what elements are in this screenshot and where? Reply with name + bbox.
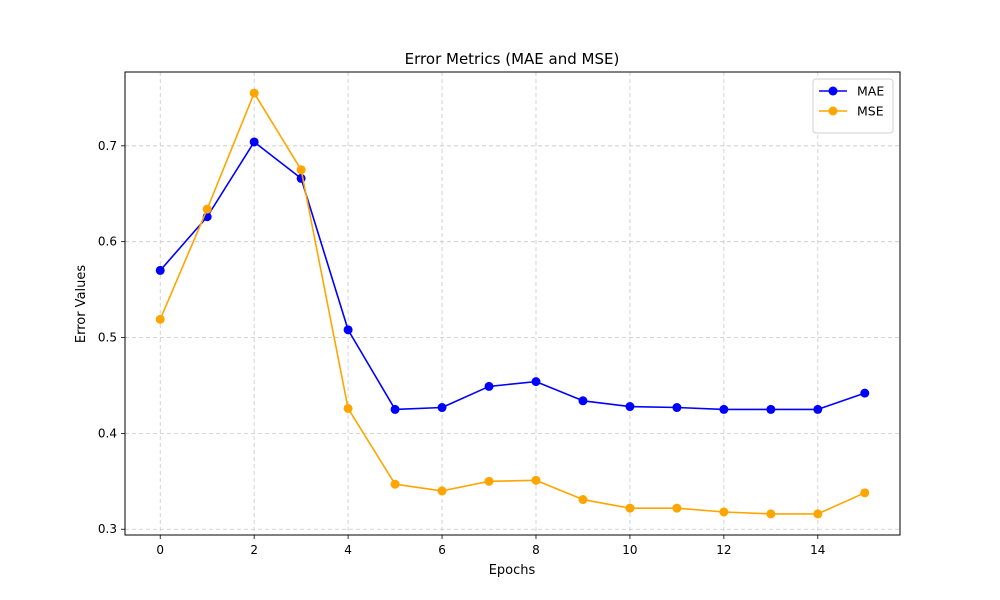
x-tick-label: 0 bbox=[156, 543, 164, 557]
mae-point bbox=[766, 404, 776, 414]
y-tick-label: 0.7 bbox=[98, 139, 117, 153]
x-tick-label: 12 bbox=[716, 543, 731, 557]
mae-point bbox=[390, 404, 400, 414]
x-tick-label: 14 bbox=[810, 543, 825, 557]
mse-point bbox=[813, 509, 823, 519]
y-tick-label: 0.3 bbox=[98, 522, 117, 536]
mae-series bbox=[155, 137, 870, 414]
mae-point bbox=[437, 403, 447, 413]
mae-point bbox=[249, 137, 259, 147]
mae-point bbox=[343, 325, 353, 335]
mse-series bbox=[155, 88, 870, 519]
mae-point bbox=[672, 403, 682, 413]
mse-point bbox=[155, 314, 165, 324]
y-tick-label: 0.6 bbox=[98, 235, 117, 249]
mae-point bbox=[719, 404, 729, 414]
mae-point bbox=[625, 402, 635, 412]
mae-point bbox=[578, 396, 588, 406]
mse-point bbox=[672, 503, 682, 513]
mse-point bbox=[625, 503, 635, 513]
mae-line bbox=[159, 141, 866, 411]
axis-ticks: 0 2 4 6 8 10 12 14 0.3 0.4 0.5 0.6 0.7 bbox=[98, 139, 826, 557]
mse-line bbox=[159, 92, 866, 515]
mse-point bbox=[484, 476, 494, 486]
legend-mae-label: MAE bbox=[857, 84, 884, 99]
y-tick-label: 0.4 bbox=[98, 426, 117, 440]
chart-title: Error Metrics (MAE and MSE) bbox=[405, 50, 620, 68]
mse-point bbox=[296, 165, 306, 175]
mse-point bbox=[202, 204, 212, 214]
mse-point bbox=[437, 486, 447, 496]
mae-point bbox=[155, 265, 165, 275]
mse-point bbox=[531, 475, 541, 485]
x-tick-label: 4 bbox=[344, 543, 352, 557]
mse-point bbox=[343, 403, 353, 413]
mae-point bbox=[296, 173, 306, 183]
legend-mse-marker bbox=[828, 106, 838, 116]
mae-point bbox=[860, 388, 870, 398]
mse-point bbox=[719, 507, 729, 517]
mae-point bbox=[484, 381, 494, 391]
legend-mse-label: MSE bbox=[857, 104, 884, 119]
x-tick-label: 10 bbox=[622, 543, 637, 557]
mse-point bbox=[860, 488, 870, 498]
x-axis-label: Epochs bbox=[489, 563, 536, 578]
x-tick-label: 2 bbox=[250, 543, 258, 557]
mae-point bbox=[531, 377, 541, 387]
y-tick-label: 0.5 bbox=[98, 331, 117, 345]
legend-mae-marker bbox=[828, 86, 838, 96]
plot-frame bbox=[124, 71, 901, 536]
legend: MAE MSE bbox=[812, 78, 894, 134]
mse-point bbox=[578, 495, 588, 505]
mse-point bbox=[249, 88, 259, 98]
grid-lines bbox=[125, 72, 900, 535]
series-group bbox=[155, 88, 870, 519]
mae-point bbox=[813, 404, 823, 414]
y-axis-label: Error Values bbox=[74, 265, 89, 344]
mse-point bbox=[390, 479, 400, 489]
x-tick-label: 6 bbox=[438, 543, 446, 557]
x-tick-label: 8 bbox=[532, 543, 540, 557]
mse-point bbox=[766, 509, 776, 519]
